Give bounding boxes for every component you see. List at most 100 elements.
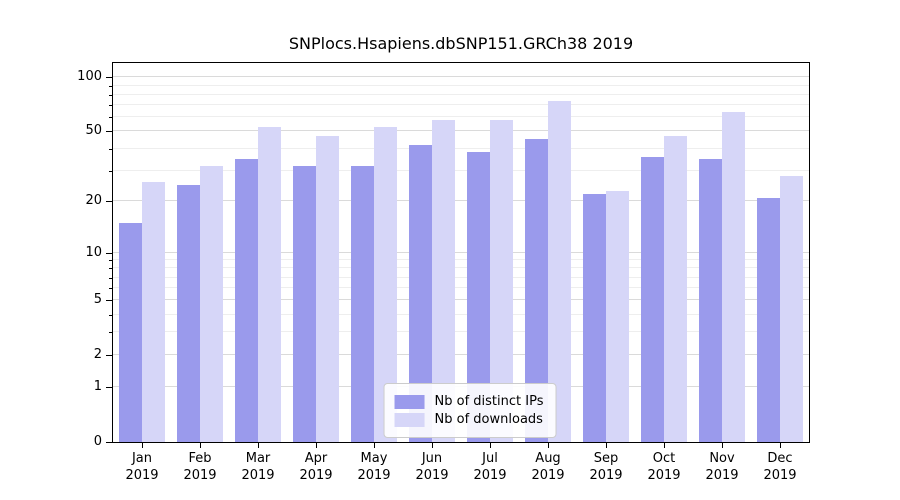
gridline-minor (113, 93, 809, 95)
x-tick-label-jan: Jan 2019 (125, 451, 159, 483)
legend-item-downloads: Nb of downloads (394, 412, 544, 427)
x-tick-mark (316, 443, 317, 448)
legend-swatch-downloads (394, 412, 425, 427)
gridline-minor (113, 259, 809, 261)
bar-downloads-mar (258, 126, 281, 442)
gridline-minor (113, 276, 809, 278)
bar-distinct-ips-nov (699, 158, 722, 442)
x-tick-label-jul: Jul 2019 (473, 451, 507, 483)
x-tick-mark (142, 443, 143, 448)
y-tick-label: 5 (93, 292, 102, 308)
gridline-minor (113, 313, 809, 315)
x-tick-label-oct: Oct 2019 (647, 451, 681, 483)
gridline-major (113, 299, 809, 301)
y-tick-label: 50 (85, 123, 102, 139)
x-tick-label-mar: Mar 2019 (241, 451, 275, 483)
bar-downloads-jul (490, 119, 513, 442)
y-tick-mark (106, 442, 112, 443)
y-minor-tick-mark (109, 288, 112, 290)
y-minor-tick-mark (109, 277, 112, 279)
y-tick-mark (106, 387, 112, 389)
x-tick-mark (664, 443, 665, 448)
bar-distinct-ips-jun (409, 144, 432, 442)
y-tick-mark (106, 355, 112, 357)
y-tick-label: 1 (93, 379, 102, 395)
y-tick-mark (106, 131, 112, 133)
gridline-minor (113, 331, 809, 333)
bar-downloads-jun (432, 119, 455, 442)
bar-downloads-jan (142, 181, 165, 442)
bar-distinct-ips-apr (293, 165, 316, 442)
bar-distinct-ips-dec (757, 197, 780, 442)
y-minor-tick-mark (109, 314, 112, 316)
gridline-minor (113, 287, 809, 289)
x-tick-mark (780, 443, 781, 448)
x-tick-mark (200, 443, 201, 448)
x-tick-mark (548, 443, 549, 448)
x-tick-mark (258, 443, 259, 448)
x-tick-label-jun: Jun 2019 (415, 451, 449, 483)
bar-downloads-aug (548, 100, 571, 442)
y-tick-label: 20 (85, 193, 102, 209)
x-tick-label-may: May 2019 (357, 451, 391, 483)
y-minor-tick-mark (109, 117, 112, 119)
chart-title: SNPlocs.Hsapiens.dbSNP151.GRCh38 2019 (288, 34, 634, 53)
y-tick-label: 0 (93, 434, 102, 449)
bar-distinct-ips-oct (641, 156, 664, 442)
y-tick-label: 100 (77, 69, 102, 85)
gridline-major (113, 130, 809, 132)
gridline-major (113, 200, 809, 202)
y-minor-tick-mark (109, 170, 112, 172)
gridline-major (113, 251, 809, 253)
y-tick-mark (106, 201, 112, 203)
gridline-minor (113, 116, 809, 118)
gridline-minor (113, 147, 809, 149)
x-tick-mark (606, 443, 607, 448)
y-tick-mark (106, 252, 112, 254)
gridline-minor (113, 169, 809, 171)
y-minor-tick-mark (109, 268, 112, 270)
bar-downloads-may (374, 126, 397, 442)
bar-downloads-nov (722, 112, 745, 442)
x-tick-label-nov: Nov 2019 (705, 451, 739, 483)
bar-downloads-dec (780, 175, 803, 442)
bar-downloads-apr (316, 136, 339, 442)
x-tick-label-aug: Aug 2019 (531, 451, 565, 483)
x-tick-mark (374, 443, 375, 448)
y-minor-tick-mark (109, 260, 112, 262)
bar-distinct-ips-aug (525, 139, 548, 442)
bar-distinct-ips-sep (583, 194, 606, 442)
x-tick-mark (722, 443, 723, 448)
legend-label-distinct-ips: Nb of distinct IPs (434, 394, 544, 409)
x-tick-mark (490, 443, 491, 448)
legend: Nb of distinct IPs Nb of downloads (383, 383, 557, 438)
gridline-major (113, 354, 809, 356)
y-minor-tick-mark (109, 105, 112, 107)
y-minor-tick-mark (109, 94, 112, 96)
gridline-major (113, 76, 809, 78)
bar-distinct-ips-feb (177, 184, 200, 442)
x-tick-label-apr: Apr 2019 (299, 451, 333, 483)
plot-area (112, 62, 810, 443)
y-tick-mark (106, 77, 112, 79)
legend-item-distinct-ips: Nb of distinct IPs (394, 394, 544, 409)
bar-distinct-ips-jan (119, 222, 142, 442)
bar-distinct-ips-mar (235, 158, 258, 442)
y-tick-label: 2 (93, 347, 102, 363)
legend-label-downloads: Nb of downloads (434, 412, 543, 427)
x-tick-label-feb: Feb 2019 (183, 451, 217, 483)
y-tick-mark (106, 300, 112, 302)
gridline-minor (113, 84, 809, 86)
bar-downloads-sep (606, 190, 629, 442)
legend-swatch-distinct-ips (394, 394, 425, 409)
x-tick-label-sep: Sep 2019 (589, 451, 623, 483)
y-minor-tick-mark (109, 148, 112, 150)
bar-distinct-ips-may (351, 165, 374, 442)
y-tick-label: 10 (85, 244, 102, 260)
bar-downloads-feb (200, 165, 223, 442)
bar-distinct-ips-jul (467, 152, 490, 442)
x-tick-mark (432, 443, 433, 448)
bar-downloads-oct (664, 136, 687, 442)
gridline-minor (113, 267, 809, 269)
gridline-minor (113, 104, 809, 106)
